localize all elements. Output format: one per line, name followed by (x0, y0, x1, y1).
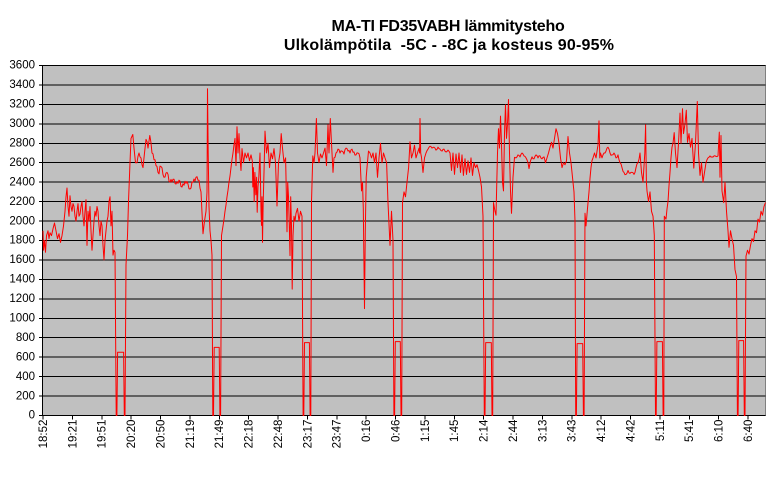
svg-text:2600: 2600 (9, 157, 35, 169)
svg-text:20:50: 20:50 (155, 420, 167, 449)
svg-text:3:13: 3:13 (537, 420, 549, 442)
svg-text:2400: 2400 (9, 176, 35, 188)
svg-text:4:12: 4:12 (596, 420, 608, 442)
svg-text:0: 0 (29, 410, 35, 422)
svg-text:2200: 2200 (9, 196, 35, 208)
svg-text:18:52: 18:52 (38, 420, 50, 449)
svg-text:3000: 3000 (9, 118, 35, 130)
svg-text:5:41: 5:41 (684, 420, 696, 442)
svg-text:3200: 3200 (9, 99, 35, 111)
svg-text:2:44: 2:44 (508, 419, 520, 442)
svg-text:3:43: 3:43 (567, 420, 579, 442)
svg-text:1:45: 1:45 (449, 420, 461, 442)
svg-text:23:17: 23:17 (302, 420, 314, 449)
svg-text:1200: 1200 (9, 293, 35, 305)
svg-text:19:51: 19:51 (97, 420, 109, 449)
svg-text:400: 400 (16, 371, 35, 383)
svg-text:2000: 2000 (9, 215, 35, 227)
svg-text:6:10: 6:10 (714, 420, 726, 442)
svg-text:4:42: 4:42 (625, 420, 637, 442)
svg-text:1600: 1600 (9, 254, 35, 266)
svg-text:22:48: 22:48 (273, 420, 285, 449)
svg-text:22:18: 22:18 (244, 420, 256, 449)
svg-text:20:20: 20:20 (126, 420, 138, 449)
svg-text:3400: 3400 (9, 79, 35, 91)
svg-text:2:14: 2:14 (479, 419, 491, 442)
svg-text:Ulkolämpötila -5C - -8C ja ko: Ulkolämpötila -5C - -8C ja kosteus 90-95… (284, 37, 614, 54)
svg-text:3600: 3600 (9, 60, 35, 72)
svg-text:600: 600 (16, 351, 35, 363)
svg-text:200: 200 (16, 390, 35, 402)
svg-text:MA-TI FD35VABH lämmitysteho: MA-TI FD35VABH lämmitysteho (332, 18, 565, 35)
svg-text:6:40: 6:40 (743, 420, 755, 442)
svg-text:1400: 1400 (9, 274, 35, 286)
svg-text:1800: 1800 (9, 235, 35, 247)
svg-text:1000: 1000 (9, 312, 35, 324)
svg-text:2800: 2800 (9, 137, 35, 149)
svg-text:21:49: 21:49 (214, 420, 226, 449)
svg-text:5:11: 5:11 (655, 420, 667, 442)
svg-text:21:19: 21:19 (185, 420, 197, 449)
svg-text:1:15: 1:15 (420, 420, 432, 442)
svg-text:0:16: 0:16 (361, 420, 373, 442)
svg-text:800: 800 (16, 332, 35, 344)
svg-text:0:46: 0:46 (390, 420, 402, 442)
svg-text:19:21: 19:21 (67, 420, 79, 449)
svg-text:23:47: 23:47 (332, 420, 344, 449)
